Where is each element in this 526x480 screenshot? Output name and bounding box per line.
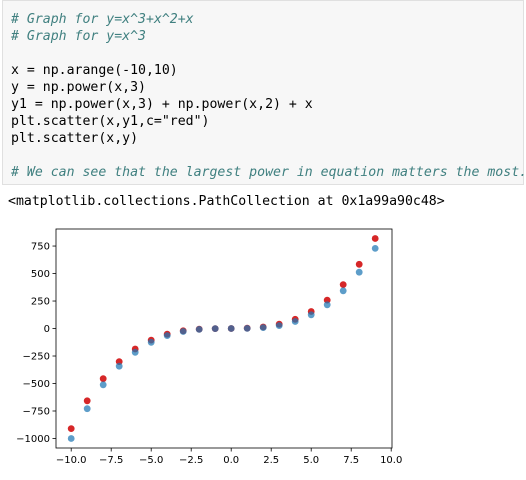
scatter-point (131, 348, 139, 356)
scatter-point (211, 325, 219, 332)
scatter-point (115, 362, 123, 370)
code-cell[interactable]: # Graph for y=x^3+x^2+x # Graph for y=x^… (2, 0, 526, 185)
x-tick-label: −10.0 (56, 455, 87, 466)
code-line-y1[interactable]: y1 = np.power(x,3) + np.power(x,2) + x (11, 97, 313, 112)
scatter-point (355, 260, 363, 268)
scatter-point (195, 326, 203, 333)
scatter-point (67, 425, 75, 432)
x-tick-label: −7.5 (99, 455, 123, 466)
plot-frame (55, 228, 393, 449)
code-line-comment-3[interactable]: # We can see that the largest power in e… (11, 165, 526, 180)
y-tick-label: 250 (31, 297, 50, 308)
cell-output-text: <matplotlib.collections.PathCollection a… (8, 194, 445, 209)
scatter-point (291, 318, 299, 325)
scatter-point (275, 322, 283, 329)
plot-marks (67, 235, 379, 442)
x-tick-label: 0.0 (223, 455, 239, 466)
scatter-point (323, 301, 331, 309)
scatter-point (163, 332, 171, 339)
y-tick-label: −1000 (16, 434, 50, 445)
scatter-point (307, 311, 315, 319)
y-tick-label: −750 (23, 406, 50, 417)
scatter-point (227, 325, 235, 332)
scatter-point (323, 296, 331, 304)
code-line-comment-2[interactable]: # Graph for y=x^3 (11, 29, 146, 44)
scatter-point (371, 245, 379, 252)
scatter-point (67, 435, 75, 442)
code-line-scatter-red[interactable]: plt.scatter(x,y1,c="red") (11, 114, 210, 129)
x-tick-label: 10.0 (380, 455, 402, 466)
scatter-point (371, 235, 379, 242)
code-line-scatter[interactable]: plt.scatter(x,y) (11, 131, 139, 146)
scatter-point (99, 375, 107, 383)
x-tick-label: −5.0 (139, 455, 163, 466)
x-tick-label: 2.5 (263, 455, 279, 466)
scatter-point (83, 405, 91, 413)
y-tick-label: 750 (31, 242, 50, 253)
scatter-point (99, 381, 107, 389)
x-tick-label: 7.5 (343, 455, 359, 466)
y-tick-label: 500 (31, 269, 50, 280)
x-tick-label: −2.5 (179, 455, 203, 466)
scatter-point (83, 397, 91, 405)
y-tick-label: 0 (44, 324, 50, 335)
scatter-point (179, 328, 187, 335)
y-tick-label: −250 (23, 352, 50, 363)
scatter-point (339, 287, 347, 295)
scatter-point (147, 338, 155, 346)
scatter-point (355, 268, 363, 276)
code-line-y[interactable]: y = np.power(x,3) (11, 80, 146, 95)
code-line-arange[interactable]: x = np.arange(-10,10) (11, 63, 178, 78)
scatter-point (259, 324, 267, 331)
y-tick-label: −500 (23, 379, 50, 390)
x-tick-label: 5.0 (303, 455, 319, 466)
scatter-plot: −10.0 −7.5 −5.0 −2.5 0.0 2.5 5.0 7.5 10.0 −1000 −7… (16, 228, 402, 466)
code-line-comment-1[interactable]: # Graph for y=x^3+x^2+x (11, 12, 194, 27)
axis-ticks: −10.0 −7.5 −5.0 −2.5 0.0 2.5 5.0 7.5 10.0 −1000 −7… (16, 242, 402, 466)
scatter-point (243, 325, 251, 332)
scatter-point (339, 281, 347, 288)
